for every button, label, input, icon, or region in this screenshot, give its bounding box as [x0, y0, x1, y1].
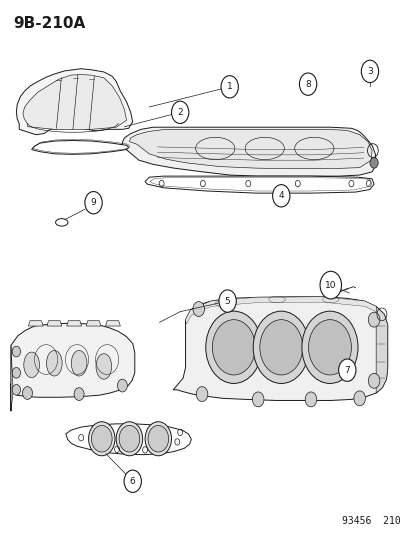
Circle shape: [22, 386, 32, 399]
Polygon shape: [11, 324, 135, 411]
Circle shape: [147, 425, 168, 452]
Polygon shape: [66, 321, 81, 326]
Circle shape: [124, 470, 141, 492]
Ellipse shape: [24, 352, 39, 377]
Circle shape: [301, 311, 357, 383]
Text: 5: 5: [224, 296, 230, 305]
Polygon shape: [17, 69, 133, 135]
Circle shape: [12, 368, 21, 378]
Circle shape: [91, 425, 112, 452]
Circle shape: [259, 320, 302, 375]
Circle shape: [338, 359, 355, 381]
Text: 6: 6: [130, 477, 135, 486]
Polygon shape: [47, 321, 62, 326]
Circle shape: [145, 422, 171, 456]
Circle shape: [117, 379, 127, 392]
Circle shape: [368, 312, 379, 327]
Circle shape: [12, 384, 21, 395]
Circle shape: [252, 392, 263, 407]
Circle shape: [119, 425, 140, 452]
Circle shape: [319, 271, 341, 299]
Circle shape: [88, 422, 115, 456]
Polygon shape: [122, 127, 375, 176]
Circle shape: [218, 290, 236, 312]
Text: 8: 8: [304, 79, 310, 88]
Polygon shape: [185, 297, 375, 324]
Text: 9B-210A: 9B-210A: [13, 15, 85, 30]
Circle shape: [353, 391, 365, 406]
Polygon shape: [28, 321, 43, 326]
Circle shape: [253, 311, 309, 383]
Text: 93456  210: 93456 210: [342, 516, 400, 526]
Text: 7: 7: [344, 366, 349, 375]
Polygon shape: [11, 345, 13, 411]
Circle shape: [369, 158, 377, 168]
Text: 4: 4: [278, 191, 283, 200]
Circle shape: [85, 191, 102, 214]
Text: 10: 10: [324, 280, 336, 289]
Text: 2: 2: [177, 108, 183, 117]
Polygon shape: [86, 321, 101, 326]
Circle shape: [368, 373, 379, 388]
Polygon shape: [173, 297, 387, 400]
Circle shape: [196, 386, 207, 401]
Circle shape: [205, 311, 261, 383]
Circle shape: [12, 346, 21, 357]
Polygon shape: [129, 130, 371, 168]
Polygon shape: [375, 306, 387, 393]
Circle shape: [308, 320, 351, 375]
Polygon shape: [105, 321, 120, 326]
Text: 3: 3: [366, 67, 372, 76]
Ellipse shape: [71, 351, 87, 376]
Circle shape: [361, 60, 378, 83]
Polygon shape: [23, 75, 126, 130]
Polygon shape: [31, 141, 128, 155]
Circle shape: [272, 184, 289, 207]
Text: 9: 9: [90, 198, 96, 207]
Polygon shape: [66, 424, 191, 455]
Text: 1: 1: [226, 82, 232, 91]
Circle shape: [212, 320, 255, 375]
Circle shape: [192, 302, 204, 317]
Circle shape: [171, 101, 188, 124]
Circle shape: [221, 76, 238, 98]
Circle shape: [116, 422, 142, 456]
Circle shape: [299, 73, 316, 95]
Ellipse shape: [96, 354, 112, 379]
Circle shape: [74, 387, 84, 400]
Ellipse shape: [46, 351, 62, 376]
Circle shape: [304, 392, 316, 407]
Polygon shape: [145, 176, 373, 193]
